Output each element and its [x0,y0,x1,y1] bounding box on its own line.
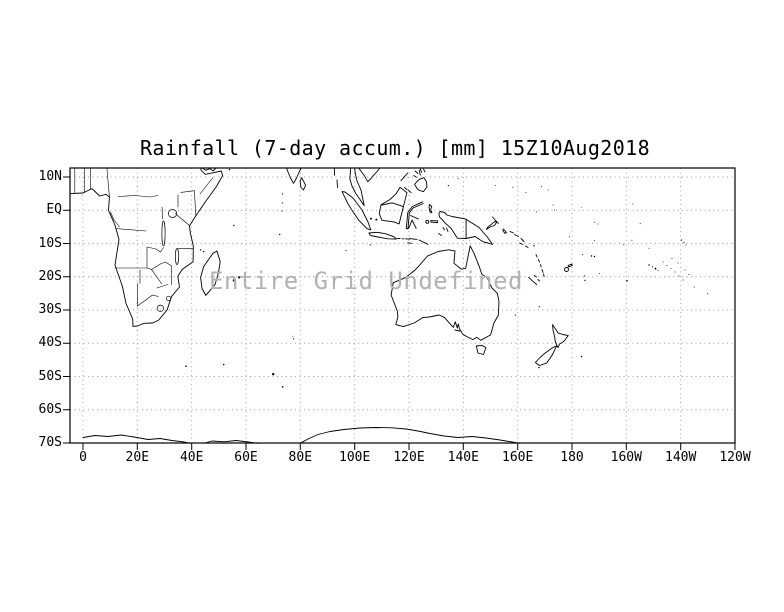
axis-ticks [63,176,736,450]
y-axis-tick-label: 10N [38,169,62,184]
coastline-moluccas [428,204,439,224]
coastline-india [286,167,302,184]
x-axis-tick-label: 140W [665,450,697,465]
coastline-madagascar [200,250,221,296]
y-axis-tick-label: 40S [38,335,62,351]
x-axis-tick-label: 160W [610,450,642,465]
coastline-new-guinea [438,211,493,245]
coastline-solomons [509,231,529,248]
coastline-viti-levu [564,267,569,272]
coastline-new-caledonia [528,275,540,286]
coastline-australia [390,245,500,341]
coastline-sulawesi [405,201,424,230]
coastline-sumatra [341,191,372,231]
coastline-vanuatu [535,254,545,277]
plot-title: Rainfall (7-day accum.) [mm] 15Z10Aug201… [139,136,651,160]
y-axis-tick-label: 20S [38,268,62,284]
coastline-java [368,231,397,240]
x-axis-tick-label: 160E [502,450,534,465]
undefined-grid-message: Entire Grid Undefined [209,267,523,295]
map-border [69,167,736,444]
x-axis-tick-label: 180 [560,450,584,465]
coastline-bismarck [486,216,507,234]
coastlines [69,167,573,444]
coastline-tasmania [475,344,487,355]
coastline-buru [425,219,430,224]
y-axis-tick-label: 30S [38,302,62,317]
x-axis-tick-label: 60E [234,450,258,465]
coastline-borneo [378,186,408,225]
coastline-antarctica [82,427,521,444]
coastline-philippines [400,168,428,193]
x-axis-tick-label: 0 [79,450,87,465]
coastline-indochina [333,167,381,207]
coastline-africa [69,167,224,327]
y-axis-tick-label: 10S [38,235,62,251]
x-axis-tick-label: 20E [125,450,150,465]
x-axis-tick-label: 140E [447,450,479,465]
coastline-srilanka [299,177,307,191]
coastline-lesser-sunda [397,227,449,245]
x-axis-tick-label: 100E [339,450,371,465]
x-axis-tick-label: 120E [393,450,425,465]
x-axis-tick-label: 40E [179,450,204,465]
y-axis-tick-label: EQ [46,202,62,218]
africa-lakes [156,209,179,312]
x-axis-tick-label: 80E [288,450,313,465]
x-axis-tick-label: 120W [719,450,751,465]
coastline-fiji [567,263,573,268]
island-dots [185,168,709,388]
y-axis-tick-label: 60S [38,401,62,417]
africa-country-borders [74,167,214,307]
y-axis-tick-label: 70S [38,435,62,450]
coastline-new-zealand [534,324,569,366]
y-axis-tick-label: 50S [38,368,62,384]
